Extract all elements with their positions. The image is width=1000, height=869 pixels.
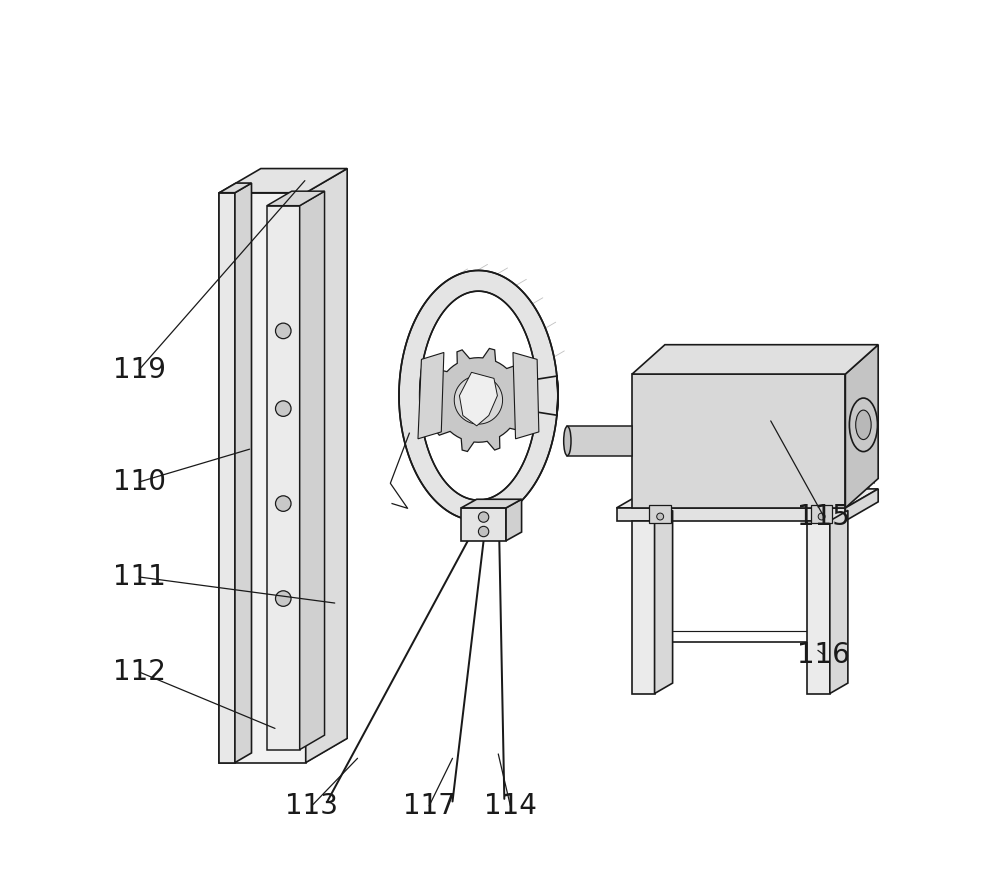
- Ellipse shape: [564, 427, 571, 455]
- Circle shape: [478, 527, 489, 537]
- Polygon shape: [845, 489, 878, 521]
- Circle shape: [818, 513, 825, 520]
- Polygon shape: [649, 505, 671, 523]
- Polygon shape: [267, 191, 325, 206]
- Polygon shape: [632, 345, 878, 374]
- Circle shape: [478, 512, 489, 522]
- Text: 114: 114: [484, 792, 537, 819]
- Polygon shape: [830, 510, 848, 693]
- Polygon shape: [811, 505, 832, 523]
- Polygon shape: [399, 270, 558, 521]
- Polygon shape: [459, 372, 497, 426]
- Text: 119: 119: [113, 355, 166, 384]
- Polygon shape: [617, 489, 878, 507]
- Text: 112: 112: [113, 658, 166, 686]
- Polygon shape: [632, 521, 655, 693]
- Polygon shape: [300, 191, 325, 750]
- Circle shape: [276, 496, 291, 511]
- Ellipse shape: [856, 410, 871, 440]
- Text: 117: 117: [403, 792, 456, 819]
- Circle shape: [276, 401, 291, 416]
- Polygon shape: [461, 507, 506, 541]
- Text: 115: 115: [797, 502, 850, 531]
- Polygon shape: [235, 183, 252, 763]
- Circle shape: [657, 513, 664, 520]
- Polygon shape: [845, 345, 878, 507]
- Polygon shape: [219, 193, 306, 763]
- Circle shape: [276, 323, 291, 339]
- Polygon shape: [617, 507, 845, 521]
- Polygon shape: [306, 169, 347, 763]
- Polygon shape: [461, 500, 522, 507]
- Polygon shape: [632, 374, 845, 507]
- Polygon shape: [219, 193, 235, 763]
- Text: 110: 110: [113, 468, 166, 496]
- Polygon shape: [513, 353, 539, 439]
- Polygon shape: [418, 353, 444, 439]
- Circle shape: [276, 591, 291, 607]
- Polygon shape: [655, 510, 673, 693]
- Polygon shape: [219, 169, 347, 193]
- Text: 116: 116: [797, 640, 850, 668]
- Polygon shape: [454, 375, 503, 424]
- Polygon shape: [506, 500, 522, 541]
- Polygon shape: [807, 521, 830, 693]
- Text: 113: 113: [285, 792, 338, 819]
- Polygon shape: [426, 348, 531, 452]
- Polygon shape: [567, 427, 632, 455]
- Text: 111: 111: [113, 563, 166, 591]
- Ellipse shape: [849, 398, 877, 452]
- Polygon shape: [219, 183, 252, 193]
- Polygon shape: [267, 206, 300, 750]
